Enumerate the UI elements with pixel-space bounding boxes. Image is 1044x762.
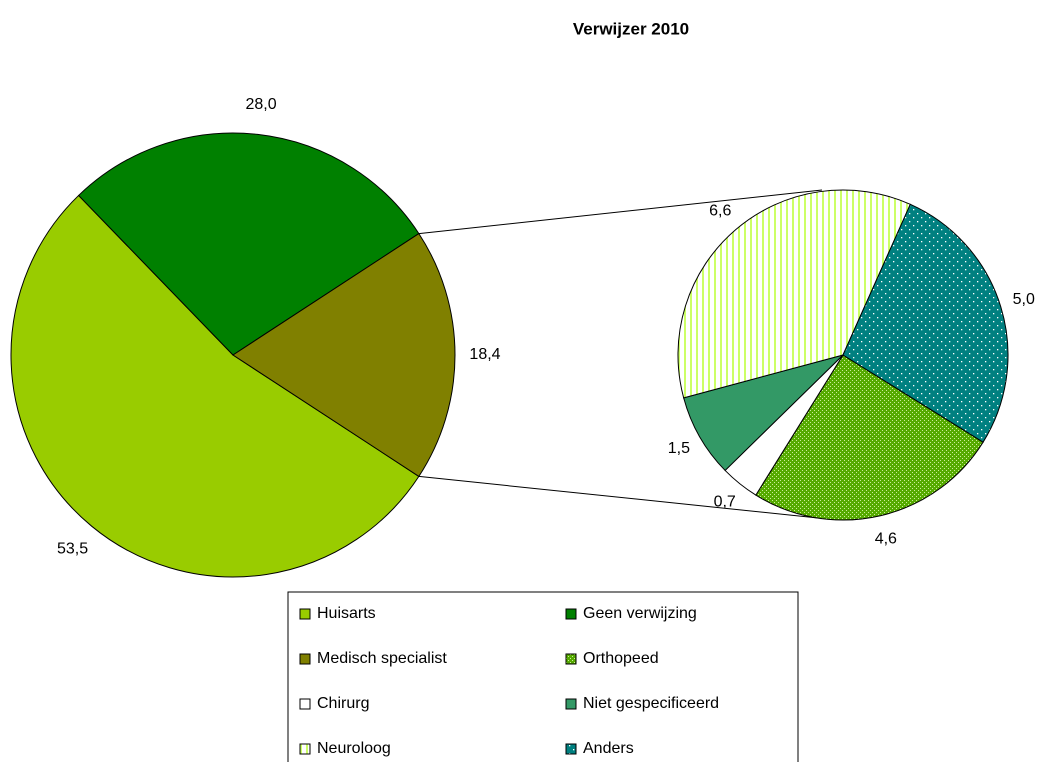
legend-swatch bbox=[565, 743, 577, 755]
legend-label: Neuroloog bbox=[317, 740, 391, 757]
data-label: 5,0 bbox=[1013, 291, 1035, 308]
data-label: 53,5 bbox=[57, 541, 88, 558]
data-label: 1,5 bbox=[668, 440, 690, 457]
connector-line bbox=[418, 189, 823, 235]
legend-label: Geen verwijzing bbox=[583, 605, 697, 622]
legend-label: Anders bbox=[583, 740, 634, 757]
legend-swatch bbox=[299, 698, 311, 710]
pie-slice bbox=[77, 132, 420, 356]
legend-box bbox=[287, 591, 799, 762]
legend-label: Niet gespecificeerd bbox=[583, 695, 719, 712]
data-label: 0,7 bbox=[714, 494, 736, 511]
legend-swatch bbox=[299, 653, 311, 665]
data-label: 4,6 bbox=[875, 530, 897, 547]
legend-swatch bbox=[299, 743, 311, 755]
pie-slice bbox=[755, 354, 984, 521]
data-label: 28,0 bbox=[246, 96, 277, 113]
pie-slice bbox=[842, 203, 1009, 443]
legend-swatch bbox=[565, 608, 577, 620]
legend-swatch bbox=[299, 608, 311, 620]
legend-swatch bbox=[565, 653, 577, 665]
chart-title: Verwijzer 2010 bbox=[573, 19, 689, 38]
legend-swatch bbox=[565, 698, 577, 710]
data-label: 18,4 bbox=[469, 346, 500, 363]
pie-slice bbox=[10, 194, 420, 578]
pie-slice bbox=[677, 189, 911, 399]
pie-slice bbox=[232, 232, 456, 478]
legend-label: Chirurg bbox=[317, 695, 369, 712]
legend-label: Orthopeed bbox=[583, 650, 659, 667]
legend-label: Medisch specialist bbox=[317, 650, 447, 667]
connector-line bbox=[418, 475, 819, 519]
data-label: 6,6 bbox=[709, 202, 731, 219]
legend-label: Huisarts bbox=[317, 605, 376, 622]
